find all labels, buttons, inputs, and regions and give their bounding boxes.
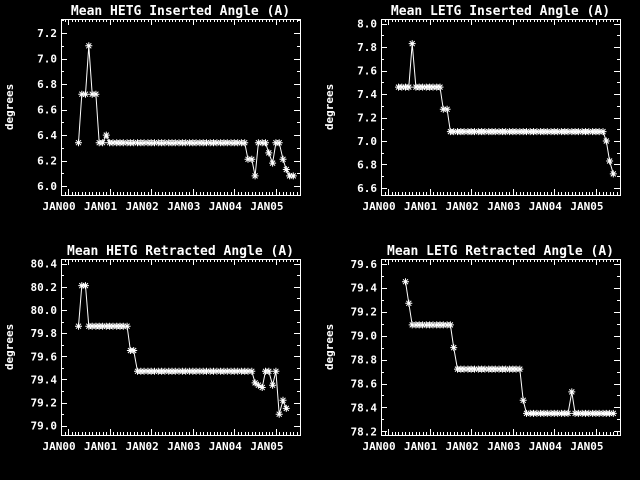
- x-tick-label: JAN03: [167, 440, 200, 453]
- y-tick-label: 79.2: [351, 306, 378, 319]
- x-tick-label: JAN01: [404, 440, 437, 453]
- x-tick-label: JAN02: [126, 200, 159, 213]
- axes: [61, 259, 301, 436]
- x-tick-label: JAN01: [84, 440, 117, 453]
- panel-letg-retracted: JAN00 JAN01 JAN02 JAN03 JAN04 JAN05 78.2 78.4 78…: [320, 240, 640, 480]
- chart-title: Mean HETG Inserted Angle (A): [71, 4, 290, 19]
- y-tick-label: 78.6: [351, 378, 378, 391]
- y-tick-label: 8.0: [357, 18, 377, 31]
- y-tick-label: 6.6: [357, 182, 377, 195]
- y-tick-label: 7.8: [357, 41, 377, 54]
- y-tick-label: 6.8: [357, 159, 377, 172]
- x-tick-label: JAN04: [209, 200, 242, 213]
- y-tick-label: 79.4: [351, 282, 378, 295]
- y-tick-label: 79.8: [31, 327, 58, 340]
- y-tick-label: 7.6: [357, 65, 377, 78]
- panel-letg-inserted: JAN00 JAN01 JAN02 JAN03 JAN04 JAN05 6.6 6.8 7.0 7…: [320, 0, 640, 240]
- y-tick-label: 80.0: [31, 304, 58, 317]
- data-point-markers: [75, 282, 290, 418]
- y-tick-label: 6.4: [37, 129, 57, 142]
- x-tick-label: JAN00: [363, 440, 396, 453]
- x-tick-label: JAN05: [570, 200, 603, 213]
- data-point-markers: [402, 278, 617, 417]
- y-tick-label: 80.2: [31, 281, 58, 294]
- x-tick-label: JAN05: [250, 440, 283, 453]
- x-tick-label: JAN00: [43, 440, 76, 453]
- y-tick-label: 78.8: [351, 354, 378, 367]
- panel-hetg-retracted: JAN00 JAN01 JAN02 JAN03 JAN04 JAN05 79.0 79.2 79…: [0, 240, 320, 480]
- y-tick-label: 7.0: [37, 53, 57, 66]
- chart-title: Mean HETG Retracted Angle (A): [67, 244, 294, 259]
- x-tick-label: JAN02: [446, 440, 479, 453]
- y-axis-label: degrees: [3, 324, 16, 370]
- x-tick-label: JAN00: [363, 200, 396, 213]
- y-tick-label: 80.4: [31, 258, 58, 271]
- y-tick-label: 78.4: [351, 402, 378, 415]
- y-tick-label: 7.2: [357, 112, 377, 125]
- y-tick-label: 79.4: [31, 373, 58, 386]
- y-tick-label: 79.2: [31, 397, 58, 410]
- x-tick-label: JAN01: [84, 200, 117, 213]
- x-tick-label: JAN03: [487, 440, 520, 453]
- x-tick-label: JAN01: [404, 200, 437, 213]
- chart-hetg-retracted: JAN00 JAN01 JAN02 JAN03 JAN04 JAN05 79.0 79.2 79…: [3, 244, 301, 453]
- series-line: [405, 281, 614, 414]
- x-tick-label: JAN04: [529, 440, 562, 453]
- series-line: [78, 45, 294, 177]
- data-point-markers: [75, 42, 297, 180]
- tick-labels: JAN00 JAN01 JAN02 JAN03 JAN04 JAN05 6.0 6.2 6.4 6…: [37, 27, 283, 213]
- data-point-markers: [395, 40, 617, 178]
- y-tick-label: 79.0: [31, 420, 58, 433]
- chart-letg-retracted: JAN00 JAN01 JAN02 JAN03 JAN04 JAN05 78.2 78.4 78…: [323, 244, 621, 453]
- x-tick-label: JAN04: [209, 440, 242, 453]
- y-tick-label: 7.4: [357, 88, 377, 101]
- y-tick-label: 79.6: [31, 350, 58, 363]
- x-tick-label: JAN02: [126, 440, 159, 453]
- y-axis-label: degrees: [323, 84, 336, 130]
- chart-title: Mean LETG Retracted Angle (A): [387, 244, 614, 259]
- y-tick-label: 79.6: [351, 258, 378, 271]
- x-tick-label: JAN04: [529, 200, 562, 213]
- chart-title: Mean LETG Inserted Angle (A): [391, 4, 610, 19]
- series-line: [398, 43, 614, 175]
- y-tick-label: 6.0: [37, 180, 57, 193]
- x-tick-label: JAN03: [487, 200, 520, 213]
- y-tick-label: 6.6: [37, 104, 57, 117]
- panel-hetg-inserted: JAN00 JAN01 JAN02 JAN03 JAN04 JAN05 6.0 6.2 6.4 6…: [0, 0, 320, 240]
- x-tick-label: JAN05: [250, 200, 283, 213]
- y-tick-label: 7.0: [357, 135, 377, 148]
- tick-labels: JAN00 JAN01 JAN02 JAN03 JAN04 JAN05 6.6 6.8 7.0 7…: [357, 18, 603, 213]
- y-tick-label: 79.0: [351, 330, 378, 343]
- x-tick-label: JAN02: [446, 200, 479, 213]
- axes: [61, 19, 301, 196]
- tick-labels: JAN00 JAN01 JAN02 JAN03 JAN04 JAN05 79.0 79.2 79…: [31, 258, 284, 453]
- y-tick-label: 7.2: [37, 27, 57, 40]
- x-tick-label: JAN00: [43, 200, 76, 213]
- axes: [381, 19, 621, 196]
- series-line: [78, 285, 287, 415]
- y-tick-label: 6.8: [37, 78, 57, 91]
- axes: [381, 259, 621, 436]
- y-axis-label: degrees: [3, 84, 16, 130]
- chart-letg-inserted: JAN00 JAN01 JAN02 JAN03 JAN04 JAN05 6.6 6.8 7.0 7…: [323, 4, 621, 213]
- tick-labels: JAN00 JAN01 JAN02 JAN03 JAN04 JAN05 78.2 78.4 78…: [351, 258, 604, 453]
- y-tick-label: 6.2: [37, 155, 57, 168]
- x-tick-label: JAN05: [570, 440, 603, 453]
- x-tick-label: JAN03: [167, 200, 200, 213]
- y-axis-label: degrees: [323, 324, 336, 370]
- y-tick-label: 78.2: [351, 425, 378, 438]
- chart-hetg-inserted: JAN00 JAN01 JAN02 JAN03 JAN04 JAN05 6.0 6.2 6.4 6…: [3, 4, 301, 213]
